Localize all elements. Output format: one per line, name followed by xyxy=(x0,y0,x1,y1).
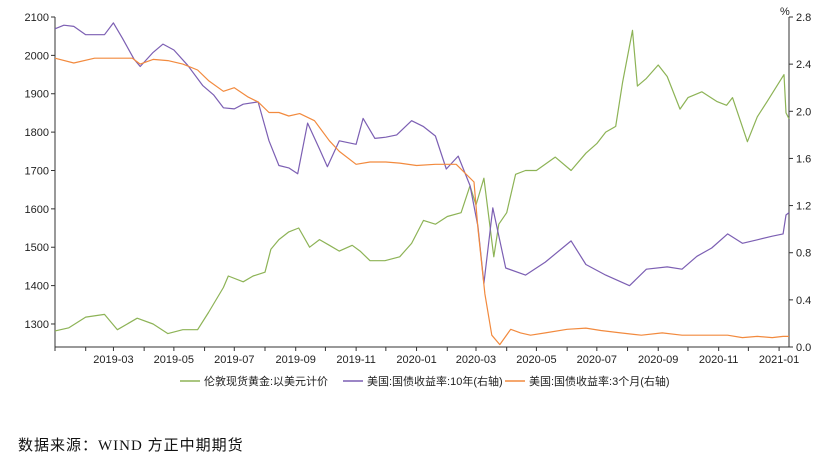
source-note: 数据来源：WIND 方正中期期货 xyxy=(18,438,244,454)
x-tick-label: 2020-09 xyxy=(638,354,678,366)
left-tick-label: 1800 xyxy=(25,127,49,139)
x-tick-label: 2020-01 xyxy=(396,354,436,366)
left-axis-ticks: 1300 1400 1500 1600 1700 1800 1900 2000 2100 xyxy=(25,12,55,331)
x-tick-label: 2020-11 xyxy=(699,354,739,366)
right-tick-label: 1.2 xyxy=(796,201,811,213)
left-tick-label: 1300 xyxy=(25,319,49,331)
series-layer xyxy=(54,22,790,346)
x-tick-label: 2020-07 xyxy=(577,354,617,366)
right-tick-label: 0.8 xyxy=(796,248,811,260)
x-tick-label: 2021-01 xyxy=(759,354,799,366)
legend-label-3: 美国:国债收益率:3个月(右轴) xyxy=(529,374,670,388)
left-tick-label: 1900 xyxy=(25,89,49,101)
x-tick-label: 2019-09 xyxy=(276,354,316,366)
right-axis-unit: % xyxy=(780,6,790,18)
left-tick-label: 2100 xyxy=(25,12,49,24)
legend-label-1: 伦敦现货黄金:以美元计价 xyxy=(204,374,328,388)
left-tick-label: 1500 xyxy=(25,242,49,254)
series-line-2 xyxy=(54,22,790,287)
right-tick-label: 0.4 xyxy=(796,295,811,307)
right-tick-label: 2.0 xyxy=(796,106,811,118)
x-tick-label: 2019-11 xyxy=(336,354,376,366)
x-tick-label: 2019-07 xyxy=(214,354,254,366)
x-axis-ticks: 2019-03 2019-05 2019-07 2019-09 2019-11 2020-… xyxy=(54,347,799,366)
legend-label-2: 美国:国债收益率:10年(右轴) xyxy=(367,374,503,388)
legend: 伦敦现货黄金:以美元计价 美国:国债收益率:10年(右轴) 美国:国债收益率:3个月… xyxy=(180,374,670,388)
series-line-3 xyxy=(54,57,789,346)
x-tick-label: 2019-05 xyxy=(154,354,194,366)
left-tick-label: 2000 xyxy=(25,50,49,62)
plot-frame xyxy=(54,17,790,348)
x-tick-label: 2019-03 xyxy=(93,354,133,366)
left-tick-label: 1400 xyxy=(25,281,49,293)
left-tick-label: 1700 xyxy=(25,165,49,177)
right-tick-label: 0.0 xyxy=(796,342,811,354)
series-line-1 xyxy=(54,29,790,335)
right-axis-ticks: 0.0 0.4 0.8 1.2 1.6 2.0 2.4 2.8 xyxy=(789,12,811,354)
x-tick-label: 2020-05 xyxy=(516,354,556,366)
right-tick-label: 2.4 xyxy=(796,59,811,71)
right-tick-label: 2.8 xyxy=(796,12,811,24)
x-tick-label: 2020-03 xyxy=(456,354,496,366)
right-tick-label: 1.6 xyxy=(796,153,811,165)
left-tick-label: 1600 xyxy=(25,204,49,216)
